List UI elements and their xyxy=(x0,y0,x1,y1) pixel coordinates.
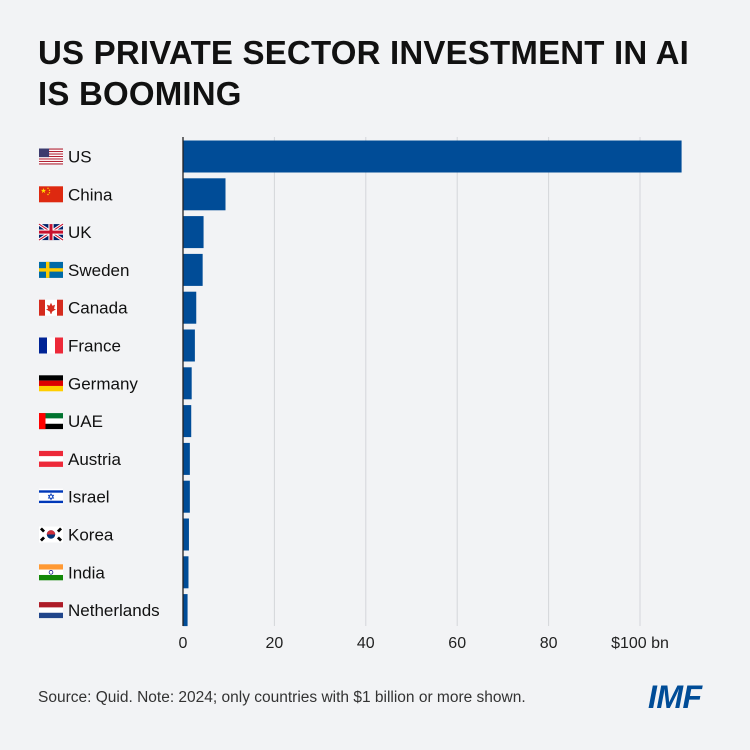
x-tick-label-0: 0 xyxy=(179,635,188,652)
bar-uae xyxy=(183,405,192,438)
category-label-us: US xyxy=(68,148,92,167)
bar-india xyxy=(183,556,189,589)
x-tick-label-60: 60 xyxy=(448,635,466,652)
sweden-flag-icon xyxy=(39,261,63,278)
source-note: Source: Quid. Note: 2024; only countries… xyxy=(38,689,526,706)
netherlands-flag-icon xyxy=(39,602,63,619)
bar-china xyxy=(183,178,226,211)
korea-flag-icon xyxy=(39,526,63,543)
uae-flag-icon xyxy=(39,413,63,430)
bar-netherlands xyxy=(183,594,188,627)
chart-title: US PRIVATE SECTOR INVESTMENT IN AI IS BO… xyxy=(38,32,718,114)
bar-germany xyxy=(183,367,192,400)
category-label-israel: Israel xyxy=(68,488,110,507)
category-label-uae: UAE xyxy=(68,412,103,431)
bar-canada xyxy=(183,291,197,324)
category-label-uk: UK xyxy=(68,223,92,242)
category-label-china: China xyxy=(68,185,113,204)
category-label-austria: Austria xyxy=(68,450,121,469)
category-label-sweden: Sweden xyxy=(68,261,129,280)
category-label-germany: Germany xyxy=(68,374,138,393)
bar-sweden xyxy=(183,253,203,286)
chart-title-line-1: US PRIVATE SECTOR INVESTMENT IN AI xyxy=(38,34,689,71)
x-tick-label-20: 20 xyxy=(266,635,284,652)
bar-france xyxy=(183,329,195,362)
uk-flag-icon xyxy=(38,222,64,242)
austria-flag-icon xyxy=(39,450,63,467)
x-tick-label-80: 80 xyxy=(540,635,558,652)
x-tick-label-40: 40 xyxy=(357,635,375,652)
us-flag-icon xyxy=(39,148,63,165)
bar-israel xyxy=(183,480,190,513)
bar-us xyxy=(183,140,682,173)
canada-flag-icon xyxy=(39,299,63,316)
france-flag-icon xyxy=(39,337,63,354)
bar-austria xyxy=(183,442,190,475)
israel-flag-icon xyxy=(39,488,63,505)
chart-title-line-2: IS BOOMING xyxy=(38,75,242,112)
category-label-canada: Canada xyxy=(68,299,128,318)
india-flag-icon xyxy=(39,564,63,581)
category-label-india: India xyxy=(68,563,105,582)
bar-korea xyxy=(183,518,189,551)
china-flag-icon xyxy=(39,186,63,203)
bar-uk xyxy=(183,216,204,249)
category-label-netherlands: Netherlands xyxy=(68,601,160,620)
category-label-france: France xyxy=(68,337,121,356)
x-tick-label-100: $100 bn xyxy=(611,635,669,652)
category-label-korea: Korea xyxy=(68,526,114,545)
germany-flag-icon xyxy=(39,375,63,392)
imf-logo: IMF xyxy=(648,679,702,715)
